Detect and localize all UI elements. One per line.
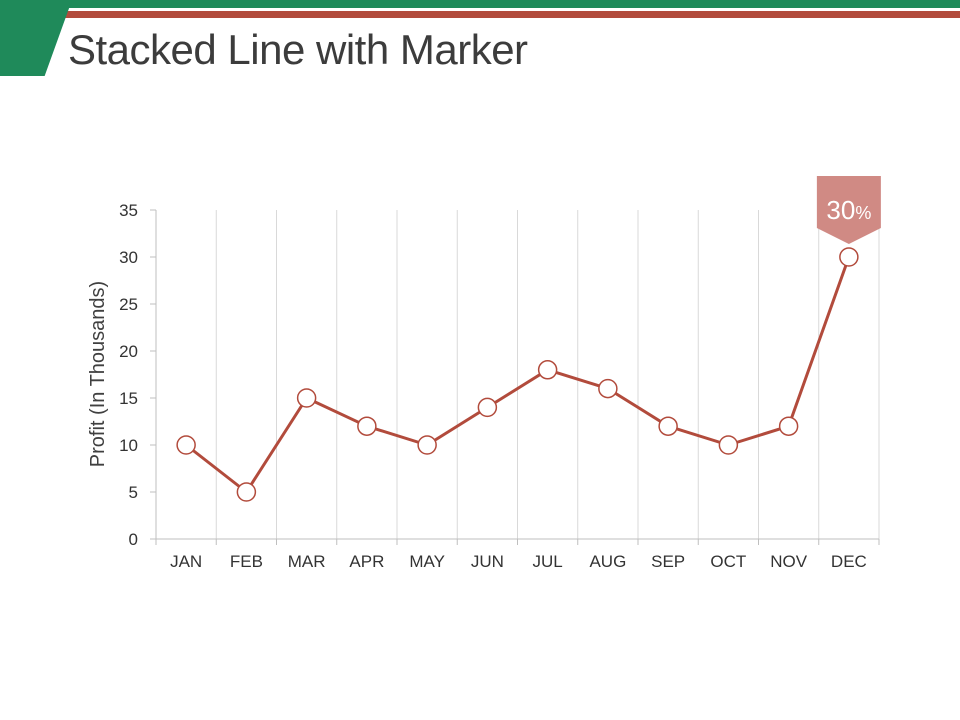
callout-unit: %	[855, 203, 871, 223]
data-point-marker	[658, 416, 678, 436]
y-tick-label: 0	[129, 530, 138, 549]
y-tick-label: 5	[129, 483, 138, 502]
y-tick-label: 10	[119, 436, 138, 455]
header-green-bar	[0, 0, 960, 8]
x-tick-labels: JAN FEB MAR APR MAY JUN JUL AUG SEP OCT NOV DEC	[170, 552, 867, 571]
value-callout: 30%	[816, 176, 881, 244]
x-tick-label: OCT	[710, 552, 746, 571]
x-tick-label: AUG	[589, 552, 626, 571]
data-point-marker	[718, 435, 739, 455]
x-tick-label: MAR	[288, 552, 326, 571]
callout-value: 30%	[826, 195, 871, 225]
data-point-marker	[176, 435, 196, 455]
slide-title: Stacked Line with Marker	[68, 26, 528, 73]
x-tick-label: JUN	[471, 552, 504, 571]
series-line	[185, 256, 851, 494]
data-point-marker	[839, 247, 859, 267]
callout-banner	[816, 176, 881, 244]
callout-number: 30	[826, 195, 855, 225]
series-line-path	[185, 256, 851, 494]
y-tick-label: 35	[119, 201, 138, 220]
data-markers	[176, 247, 859, 502]
grid-lines	[215, 210, 880, 539]
y-tick-label: 30	[119, 248, 138, 267]
data-point-marker	[598, 378, 618, 399]
y-tick-labels: 0 5 10 15 20 25 30 35	[119, 201, 138, 549]
y-tick-label: 20	[119, 342, 138, 361]
x-tick-label: NOV	[770, 552, 808, 571]
x-tick-label: APR	[349, 552, 384, 571]
header-red-bar	[0, 11, 960, 18]
data-point-marker	[778, 416, 799, 436]
x-tick-label: JUL	[533, 552, 563, 571]
x-tick-label: FEB	[230, 552, 263, 571]
data-point-marker	[537, 360, 558, 380]
y-tick-label: 25	[119, 295, 138, 314]
data-point-marker	[417, 435, 437, 455]
x-tick-label: MAY	[409, 552, 445, 571]
data-point-marker	[477, 397, 498, 418]
y-axis-title: Profit (In Thousands)	[87, 281, 109, 467]
data-point-marker	[236, 482, 257, 502]
data-point-marker	[296, 388, 317, 408]
x-tick-label: SEP	[651, 552, 685, 571]
x-tick-label: JAN	[170, 552, 202, 571]
data-point-marker	[357, 416, 377, 436]
y-tick-label: 15	[119, 389, 138, 408]
x-tick-label: DEC	[831, 552, 867, 571]
axes	[150, 209, 880, 545]
